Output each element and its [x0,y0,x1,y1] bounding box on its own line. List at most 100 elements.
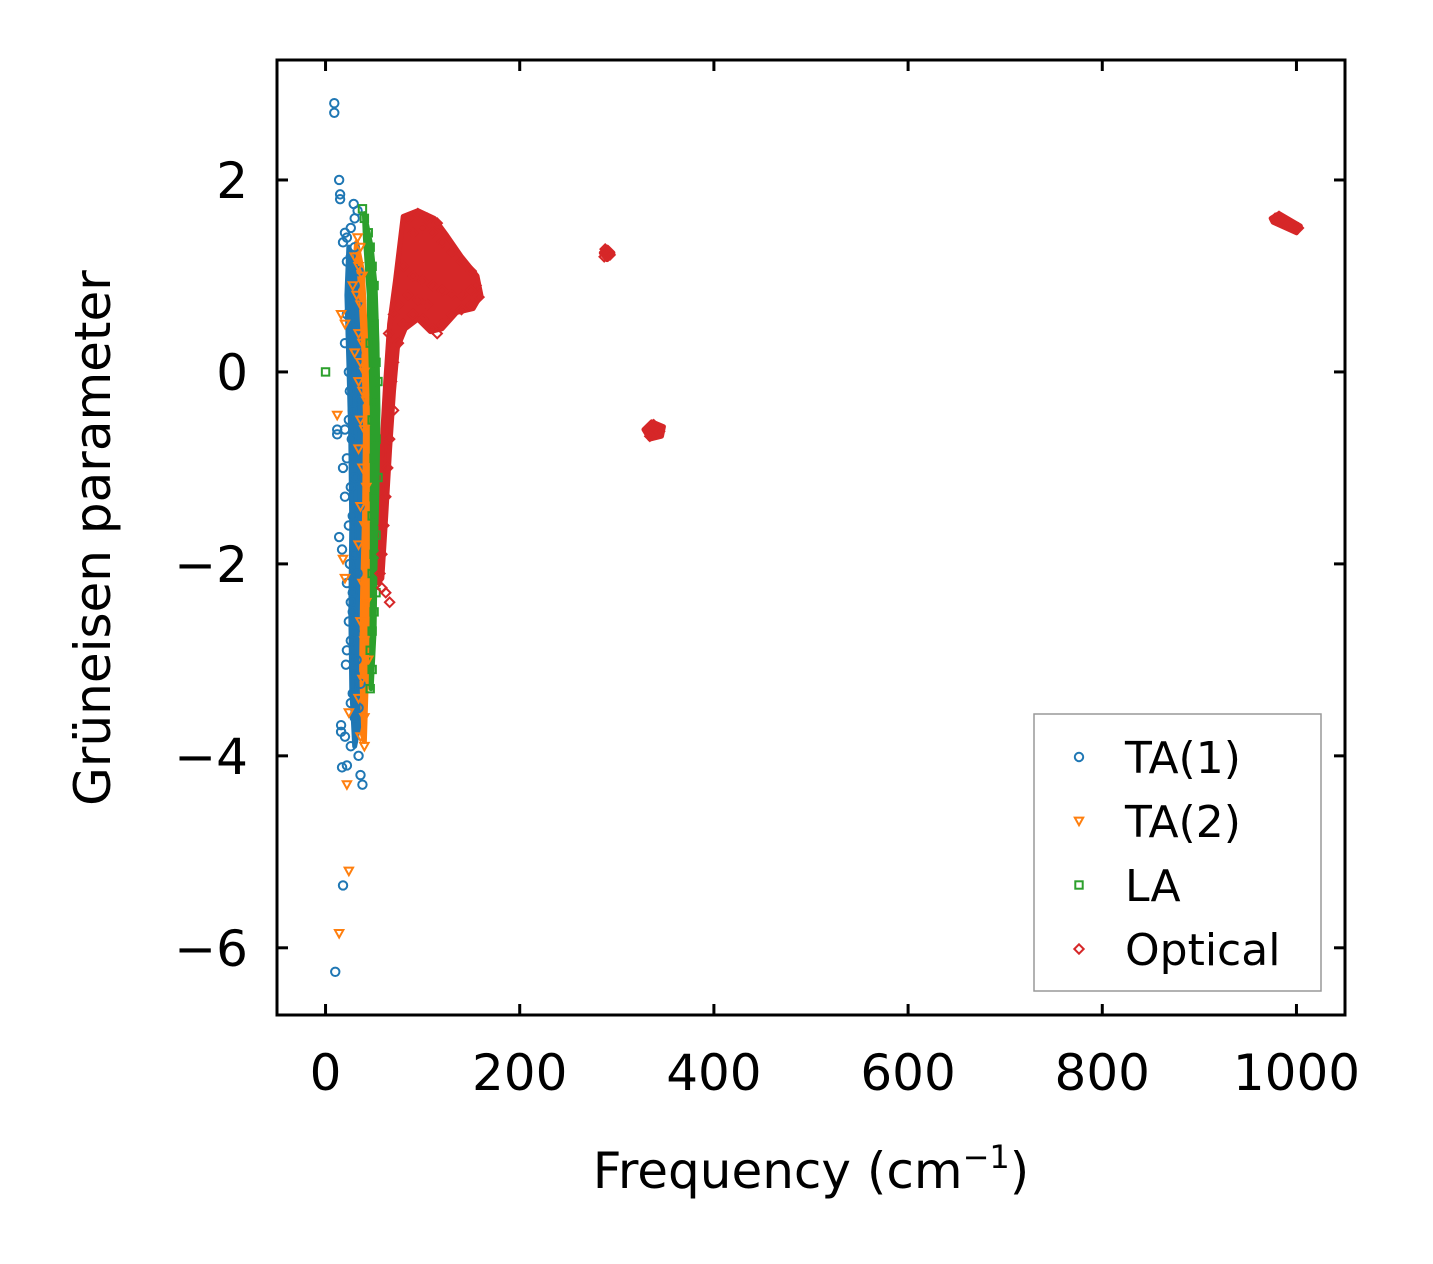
legend-label: Optical [1125,925,1280,976]
point-ta1 [334,193,346,205]
point-optical [1272,210,1286,223]
point-la [369,453,379,464]
x-tick-label: 200 [472,1044,567,1102]
point-ta2 [333,929,346,940]
point-ta2 [352,377,365,388]
point-ta2 [339,573,351,585]
point-ta1 [352,568,363,579]
point-optical [465,284,478,297]
point-ta1 [343,366,355,378]
point-ta2 [358,741,371,753]
point-ta1 [341,645,353,656]
point-optical [465,265,478,278]
point-ta1 [345,697,356,709]
point-ta2 [354,242,367,254]
point-ta2 [352,261,365,273]
point-ta1 [339,491,351,502]
point-ta1 [330,966,341,978]
point-la [367,626,377,636]
point-ta1 [349,472,360,483]
point-ta2 [362,655,375,667]
point-ta2 [346,281,359,292]
point-optical [435,317,449,331]
y-tick-labels: −6 −4 −2 0 2 [174,152,248,978]
point-ta2 [348,252,361,264]
point-la [369,396,379,406]
point-ta1 [353,750,364,762]
point-ta1 [349,549,360,560]
point-ta2 [351,233,364,244]
point-la [369,492,379,502]
x-tick-label: 600 [860,1044,955,1102]
point-ta2 [360,482,373,494]
point-optical [426,322,439,335]
point-optical [653,425,666,438]
point-ta2 [335,309,347,321]
point-optical [392,298,405,311]
point-optical [421,298,434,311]
point-ta1 [339,424,351,435]
point-optical [1282,217,1295,230]
point-ta2 [354,357,367,369]
point-ta2 [339,319,351,331]
legend-item: TA(2) [1073,797,1241,848]
point-optical [455,303,468,316]
point-ta2 [358,425,371,436]
legend-marker [1072,942,1086,956]
point-optical [385,375,398,388]
point-optical [445,308,458,321]
x-tick-label: 1000 [1233,1044,1360,1102]
point-optical [411,293,424,307]
point-ta2 [337,554,349,566]
point-ta1 [331,429,343,440]
point-ta2 [342,866,355,878]
point-la [367,415,377,425]
legend-marker [1073,816,1085,828]
point-optical [387,356,400,369]
point-ta2 [356,271,369,283]
point-ta2 [358,713,371,724]
point-optical [406,269,420,283]
point-ta1 [347,510,358,522]
point-optical [643,430,656,443]
point-ta1 [343,414,355,426]
point-optical [647,418,660,431]
point-ta2 [341,780,353,791]
point-optical [411,207,424,220]
point-ta1 [343,616,355,627]
point-ta1 [339,227,351,238]
point-ta2 [331,410,344,422]
legend-marker [1074,880,1084,890]
point-optical [421,212,434,225]
point-ta2 [352,693,365,705]
point-ta2 [358,636,371,647]
x-tick-labels: 0 200 400 600 800 1000 [310,1044,1360,1102]
point-ta1 [340,659,352,670]
point-la [369,607,379,617]
point-la [357,204,368,214]
point-ta1 [333,174,345,186]
legend-item: Optical [1072,925,1280,976]
point-optical [387,308,400,321]
point-ta1 [345,635,356,646]
point-ta1 [347,357,358,368]
point-ta2 [356,386,369,398]
point-ta1 [341,760,353,771]
point-ta1 [329,107,340,118]
point-ta1 [349,213,360,224]
point-ta1 [355,769,366,781]
point-ta2 [354,300,367,312]
point-ta2 [348,348,361,359]
point-optical [382,327,395,340]
point-optical [387,404,400,417]
point-optical [383,433,396,446]
point-optical [599,242,612,256]
point-la [371,530,381,540]
point-ta1 [337,462,349,474]
point-optical [1292,221,1305,235]
y-tick-label: 2 [216,152,248,210]
point-ta1 [339,337,351,349]
point-optical [435,284,449,297]
point-optical [392,337,405,350]
